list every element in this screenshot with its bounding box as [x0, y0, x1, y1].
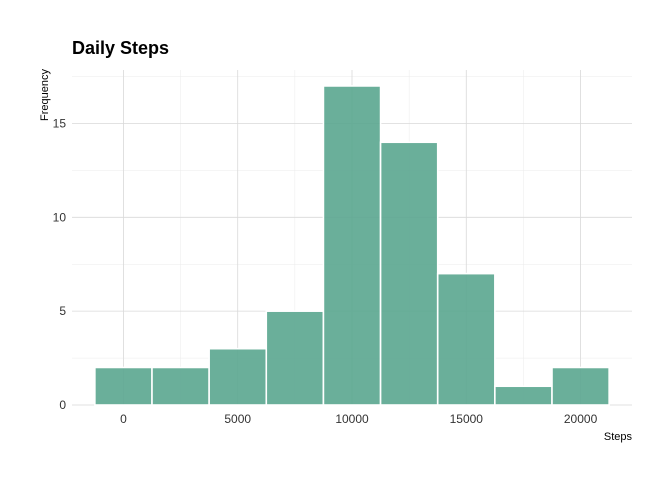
histogram-bar	[94, 366, 153, 406]
bars	[94, 85, 610, 406]
chart-title: Daily Steps	[72, 38, 169, 58]
y-tick-label: 5	[59, 304, 66, 318]
y-axis-label: Frequency	[39, 69, 51, 121]
y-tick-label: 15	[53, 116, 67, 130]
x-tick-label: 10000	[335, 412, 369, 426]
x-tick-label: 20000	[564, 412, 598, 426]
histogram-bar	[322, 85, 382, 406]
histogram-bar	[208, 347, 268, 406]
histogram-bar	[265, 310, 325, 406]
histogram-bar	[151, 366, 210, 406]
y-tick-label: 10	[53, 210, 67, 224]
histogram-bar	[436, 272, 496, 406]
x-tick-label: 0	[120, 412, 127, 426]
histogram-bar	[494, 385, 553, 406]
y-tick-label: 0	[59, 398, 66, 412]
x-tick-label: 15000	[450, 412, 484, 426]
x-axis-label: Steps	[604, 431, 633, 443]
x-tick-label: 5000	[224, 412, 251, 426]
histogram-bar	[379, 141, 439, 406]
histogram-bar	[551, 366, 610, 406]
tick-labels: 0 5000 10000 15000 20000 0 5 10 15	[53, 116, 598, 426]
